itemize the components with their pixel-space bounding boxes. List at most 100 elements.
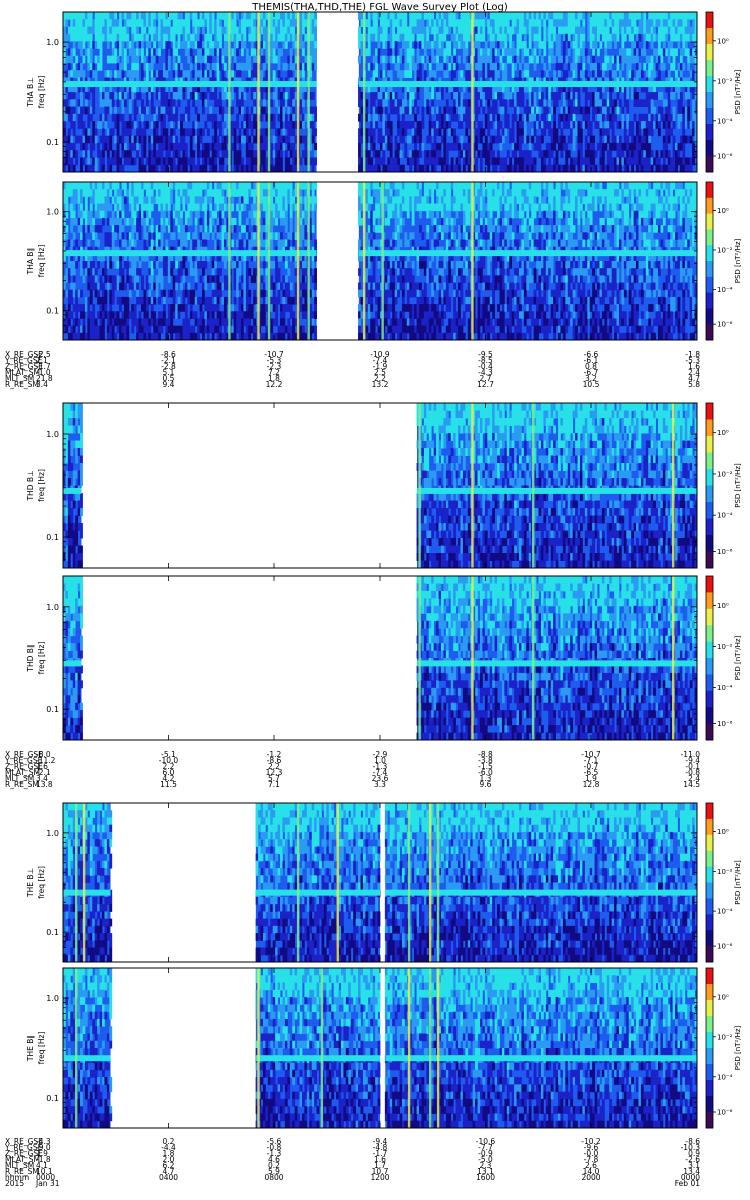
spectrogram-cell [255, 150, 259, 158]
spectrogram-cell [114, 92, 118, 100]
spectrogram-cell [158, 142, 161, 151]
spectrogram-cell [104, 261, 108, 269]
spectrogram-cell [133, 268, 137, 276]
spectrogram-cell [467, 121, 471, 129]
spectrogram-cell [87, 275, 91, 284]
spectrogram-cell [401, 106, 405, 115]
spectrogram-cell [550, 92, 554, 100]
spectrogram-cell [423, 157, 427, 166]
spectrogram-cell [360, 157, 364, 166]
spectrogram-cell [533, 33, 537, 42]
spectrogram-cell [206, 182, 210, 190]
spectrogram-cell [138, 106, 142, 115]
spectrogram-cell [482, 12, 486, 20]
spectrogram-cell [275, 19, 278, 28]
spectrogram-cell [550, 41, 554, 49]
spectrogram-cell [141, 157, 144, 166]
spectrogram-cell [241, 84, 244, 93]
spectrogram-cell [589, 121, 593, 129]
spectrogram-cell [260, 41, 264, 49]
spectrogram-cell [214, 318, 218, 327]
spectrogram-cell [414, 41, 417, 49]
spectrogram-cell [175, 189, 179, 197]
spectrogram-cell [589, 62, 593, 71]
spectrogram-cell [221, 239, 225, 248]
spectrogram-cell [277, 12, 281, 20]
spectrogram-cell [423, 12, 427, 20]
spectrogram-cell [662, 12, 666, 20]
spectrogram-cell [497, 62, 500, 71]
spectrogram-cell [128, 203, 132, 212]
spectrogram-cell [682, 157, 686, 166]
spectrogram-cell [382, 128, 386, 137]
spectrogram-cell [636, 33, 639, 42]
spectrogram-cell [141, 55, 144, 64]
spectrogram-cell [372, 121, 376, 129]
spectrogram-cell [597, 106, 600, 115]
spectrogram-cell [104, 19, 108, 28]
spectrogram-cell [94, 70, 98, 78]
spectrogram-cell [80, 164, 83, 173]
spectrogram-cell [660, 113, 664, 122]
spectrogram-cell [121, 142, 125, 151]
spectrogram-cell [616, 62, 620, 71]
spectrogram-cell [589, 135, 593, 144]
spectrogram-cell [543, 26, 547, 35]
spectrogram-cell [314, 19, 317, 28]
spectrogram-cell [270, 113, 274, 122]
spectrogram-cell [136, 189, 139, 197]
spectrogram-cell [153, 261, 157, 269]
spectrogram-cell [536, 26, 539, 35]
spectrogram-cell [614, 142, 617, 151]
spectrogram-cell [109, 106, 113, 115]
spectrogram-cell [87, 225, 91, 233]
spectrogram-cell [401, 135, 405, 144]
spectrogram-cell [223, 196, 227, 205]
spectrogram-cell [282, 135, 286, 144]
spectrogram-cell [314, 150, 317, 158]
spectrogram-cell [82, 311, 86, 319]
spectrogram-cell [411, 135, 415, 144]
spectrogram-cell [136, 84, 139, 93]
spectrogram-cell [536, 121, 539, 129]
spectrogram-cell [465, 41, 469, 49]
spectrogram-cell [443, 70, 447, 78]
spectrogram-cell [209, 189, 213, 197]
spectrogram-cell [365, 150, 369, 158]
spectrogram-cell [216, 19, 220, 28]
spectrogram-cell [180, 304, 183, 312]
spectrogram-cell [167, 19, 171, 28]
spectrogram-cell [102, 203, 105, 212]
spectrogram-cell [467, 106, 471, 115]
spectrogram-cell [114, 12, 118, 20]
spectrogram-cell [138, 332, 142, 341]
spectrogram-cell [609, 55, 613, 64]
spectrogram-cell [565, 113, 569, 122]
spectrogram-cell [131, 311, 135, 319]
spectrogram-cell [467, 55, 471, 64]
spectrogram-cell [199, 196, 203, 205]
spectrogram-cell [109, 232, 113, 240]
spectrogram-cell [555, 41, 559, 49]
spectrogram-cell [75, 196, 79, 205]
spectrogram-cell [467, 19, 471, 28]
spectrogram-cell [384, 33, 388, 42]
spectrogram-cell [160, 225, 164, 233]
spectrogram-cell [506, 19, 510, 28]
spectrogram-cell [89, 203, 93, 212]
spectrogram-cell [175, 150, 179, 158]
spectrogram-cell [63, 182, 66, 190]
spectrogram-cell [80, 12, 83, 20]
spectrogram-cell [467, 142, 471, 151]
spectrogram-cell [584, 135, 588, 144]
spectrogram-cell [209, 296, 213, 305]
spectrogram-cell [489, 62, 493, 71]
spectrogram-cell [170, 325, 174, 334]
spectrogram-cell [172, 48, 176, 57]
spectrogram-cell [109, 332, 113, 341]
spectrogram-cell [626, 26, 630, 35]
spectrogram-cell [189, 311, 193, 319]
spectrogram-cell [214, 210, 218, 219]
spectrogram-cell [92, 268, 96, 276]
spectrogram-cell [453, 84, 456, 93]
